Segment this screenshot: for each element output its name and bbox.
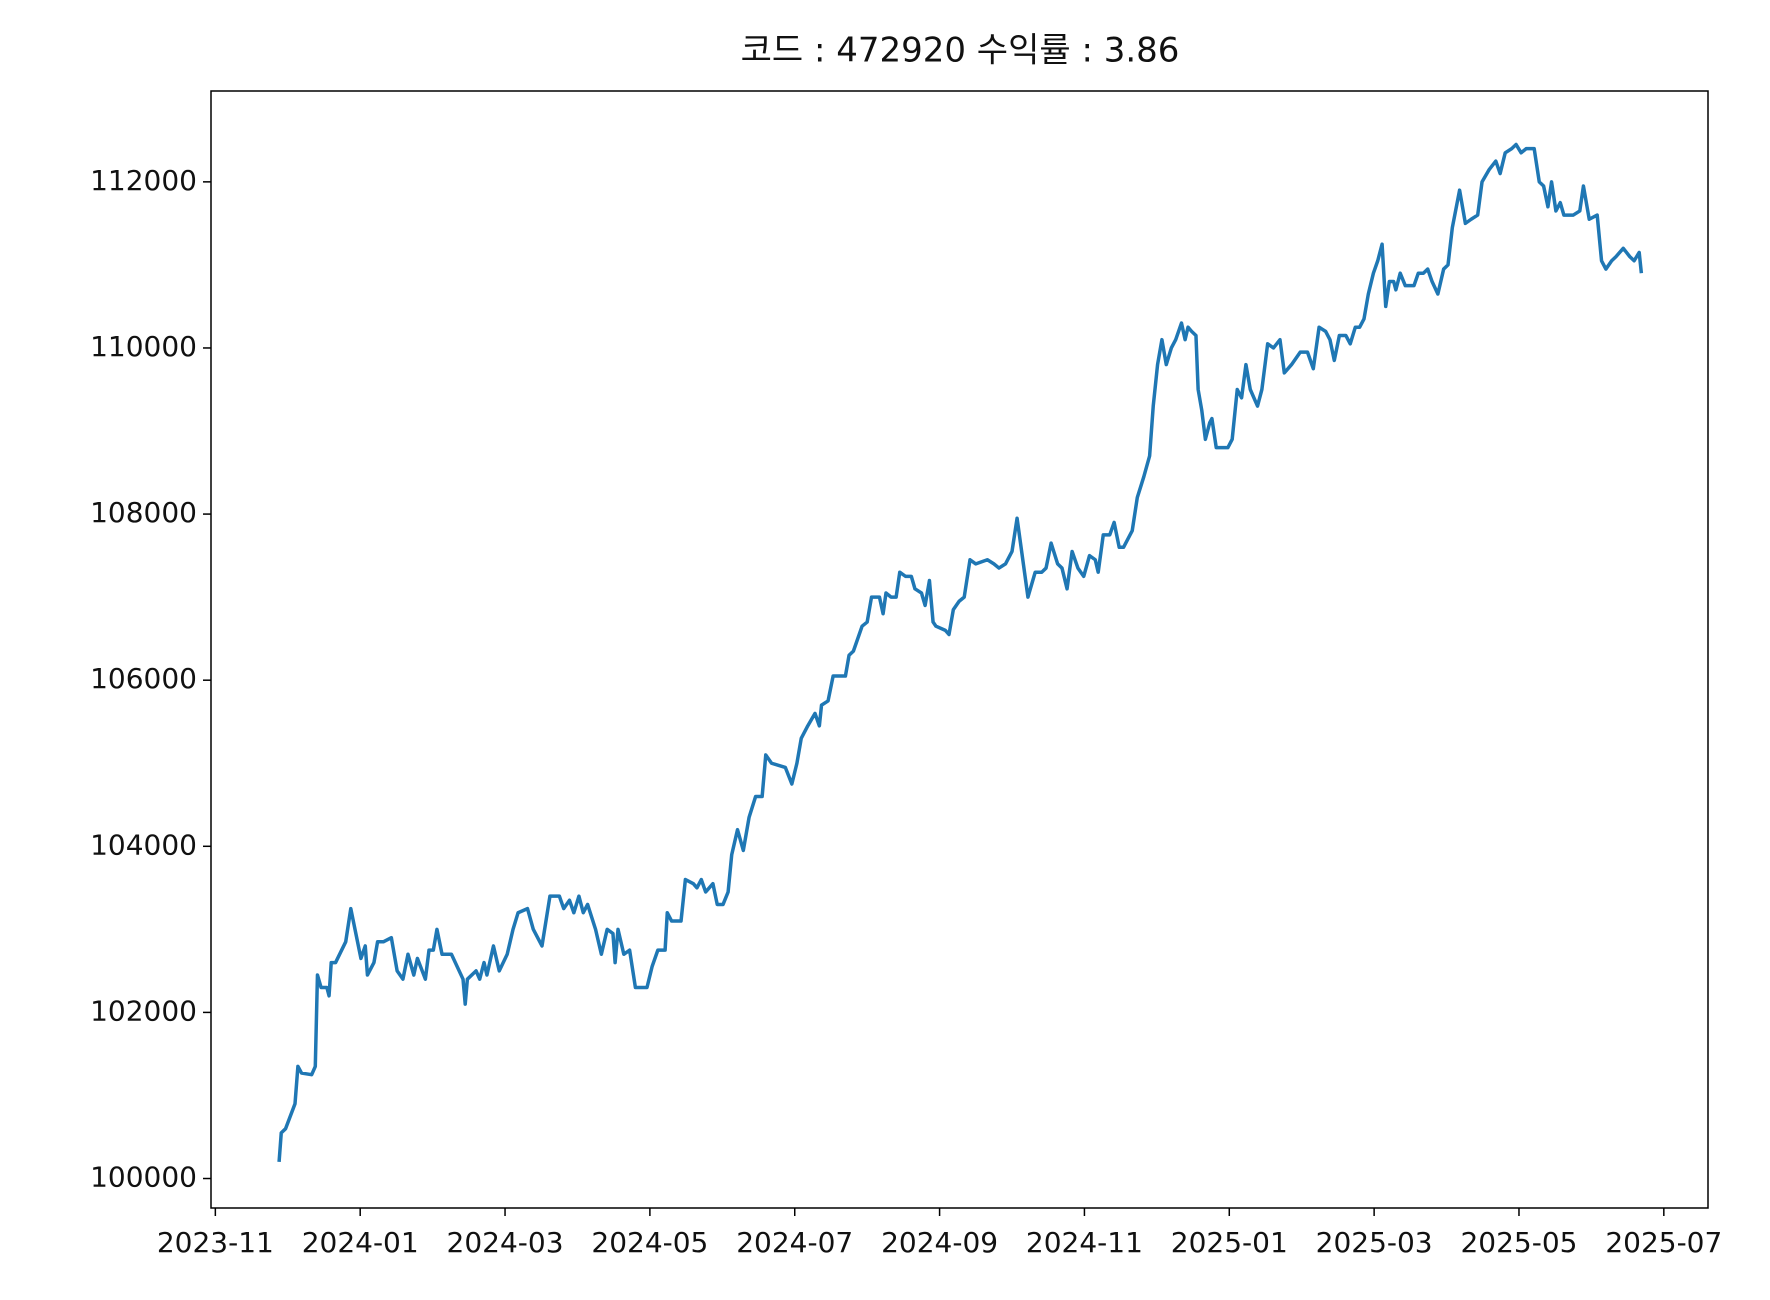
y-tick-label: 108000 (90, 496, 197, 529)
y-tick-label: 110000 (90, 330, 197, 363)
chart-title: 코드 : 472920 수익률 : 3.86 (741, 31, 1180, 71)
y-tick-label: 100000 (90, 1161, 197, 1194)
line-series (277, 142, 1644, 1163)
x-tick-label: 2023-11 (157, 1226, 274, 1259)
plot-frame (210, 90, 1709, 1209)
y-tick-label: 112000 (90, 164, 197, 197)
x-tick-label: 2024-07 (736, 1226, 853, 1259)
x-tick-label: 2025-05 (1460, 1226, 1577, 1259)
x-tick-label: 2025-03 (1316, 1226, 1433, 1259)
x-tick-label: 2024-01 (302, 1226, 419, 1259)
x-tick-label: 2024-09 (881, 1226, 998, 1259)
x-tick-label: 2025-01 (1171, 1226, 1288, 1259)
x-tick-label: 2025-07 (1605, 1226, 1722, 1259)
y-tick-label: 104000 (90, 828, 197, 861)
x-tick-label: 2024-05 (591, 1226, 708, 1259)
y-tick-label: 102000 (90, 994, 197, 1027)
x-tick-label: 2024-03 (447, 1226, 564, 1259)
y-tick-label: 106000 (90, 662, 197, 695)
x-tick-label: 2024-11 (1026, 1226, 1143, 1259)
